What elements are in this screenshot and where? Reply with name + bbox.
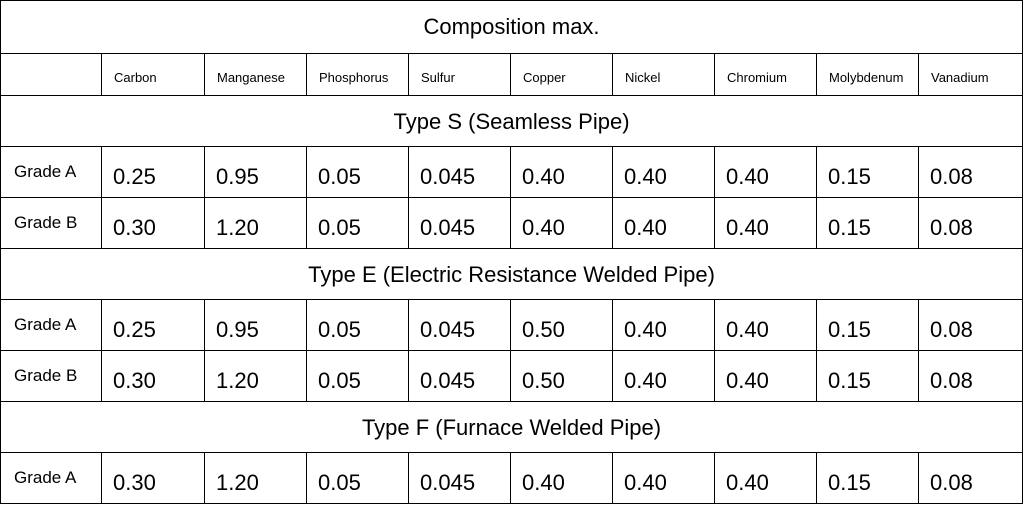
value-cell: 1.20	[204, 197, 307, 249]
title-row: Composition max.	[0, 0, 1024, 54]
value-cell: 0.045	[408, 299, 511, 351]
table-row: Grade A 0.30 1.20 0.05 0.045 0.40 0.40 0.40 0.15…	[0, 452, 1024, 504]
header-cell-nickel: Nickel	[612, 53, 715, 96]
value-cell: 0.25	[101, 299, 205, 351]
section-row: Type E (Electric Resistance Welded Pipe)	[0, 248, 1024, 300]
section-title: Type S (Seamless Pipe)	[0, 95, 1024, 147]
value-cell: 0.30	[101, 452, 205, 504]
grade-label: Grade A	[0, 299, 102, 351]
value-cell: 0.045	[408, 452, 511, 504]
value-cell: 0.40	[714, 350, 817, 402]
table-row: Grade B 0.30 1.20 0.05 0.045 0.40 0.40 0.40 0.15…	[0, 197, 1024, 249]
header-cell-copper: Copper	[510, 53, 613, 96]
value-cell: 0.40	[612, 452, 715, 504]
grade-label: Grade B	[0, 197, 102, 249]
value-cell: 0.95	[204, 146, 307, 198]
value-cell: 0.15	[816, 146, 919, 198]
section-title: Type F (Furnace Welded Pipe)	[0, 401, 1024, 453]
value-cell: 0.15	[816, 452, 919, 504]
value-cell: 0.08	[917, 197, 1024, 249]
section-title: Type E (Electric Resistance Welded Pipe)	[0, 248, 1024, 300]
header-row: Carbon Manganese Phosphorus Sulfur Coppe…	[0, 53, 1024, 96]
value-cell: 0.05	[306, 350, 409, 402]
composition-table: Composition max. Carbon Manganese Phosph…	[0, 0, 1024, 504]
value-cell: 0.08	[917, 299, 1024, 351]
table-title: Composition max.	[0, 0, 1024, 54]
value-cell: 0.05	[306, 452, 409, 504]
value-cell: 0.95	[204, 299, 307, 351]
value-cell: 0.25	[101, 146, 205, 198]
value-cell: 0.40	[510, 146, 613, 198]
header-cell-manganese: Manganese	[204, 53, 307, 96]
header-cell-molybdenum: Molybdenum	[816, 53, 919, 96]
value-cell: 0.40	[714, 452, 817, 504]
value-cell: 0.05	[306, 299, 409, 351]
value-cell: 0.045	[408, 197, 511, 249]
value-cell: 0.40	[714, 197, 817, 249]
value-cell: 1.20	[204, 452, 307, 504]
header-cell-sulfur: Sulfur	[408, 53, 511, 96]
value-cell: 0.08	[917, 146, 1024, 198]
value-cell: 0.40	[612, 299, 715, 351]
value-cell: 0.045	[408, 350, 511, 402]
value-cell: 0.08	[917, 452, 1024, 504]
header-cell-corner	[0, 53, 102, 96]
value-cell: 0.15	[816, 299, 919, 351]
value-cell: 0.15	[816, 350, 919, 402]
table-row: Grade A 0.25 0.95 0.05 0.045 0.40 0.40 0.40 0.15…	[0, 146, 1024, 198]
value-cell: 0.50	[510, 350, 613, 402]
header-cell-carbon: Carbon	[101, 53, 205, 96]
header-cell-vanadium: Vanadium	[917, 53, 1024, 96]
grade-label: Grade A	[0, 146, 102, 198]
value-cell: 0.045	[408, 146, 511, 198]
value-cell: 0.30	[101, 197, 205, 249]
value-cell: 0.15	[816, 197, 919, 249]
value-cell: 0.40	[714, 299, 817, 351]
value-cell: 0.05	[306, 197, 409, 249]
value-cell: 0.40	[510, 452, 613, 504]
value-cell: 0.40	[714, 146, 817, 198]
value-cell: 0.50	[510, 299, 613, 351]
value-cell: 0.40	[612, 350, 715, 402]
grade-label: Grade B	[0, 350, 102, 402]
value-cell: 0.08	[917, 350, 1024, 402]
section-row: Type S (Seamless Pipe)	[0, 95, 1024, 147]
grade-label: Grade A	[0, 452, 102, 504]
table-body: Composition max. Carbon Manganese Phosph…	[0, 0, 1024, 504]
table-row: Grade A 0.25 0.95 0.05 0.045 0.50 0.40 0.40 0.15…	[0, 299, 1024, 351]
value-cell: 0.30	[101, 350, 205, 402]
value-cell: 0.05	[306, 146, 409, 198]
section-row: Type F (Furnace Welded Pipe)	[0, 401, 1024, 453]
value-cell: 1.20	[204, 350, 307, 402]
header-cell-chromium: Chromium	[714, 53, 817, 96]
value-cell: 0.40	[510, 197, 613, 249]
header-cell-phosphorus: Phosphorus	[306, 53, 409, 96]
table-row: Grade B 0.30 1.20 0.05 0.045 0.50 0.40 0.40 0.15…	[0, 350, 1024, 402]
value-cell: 0.40	[612, 197, 715, 249]
value-cell: 0.40	[612, 146, 715, 198]
